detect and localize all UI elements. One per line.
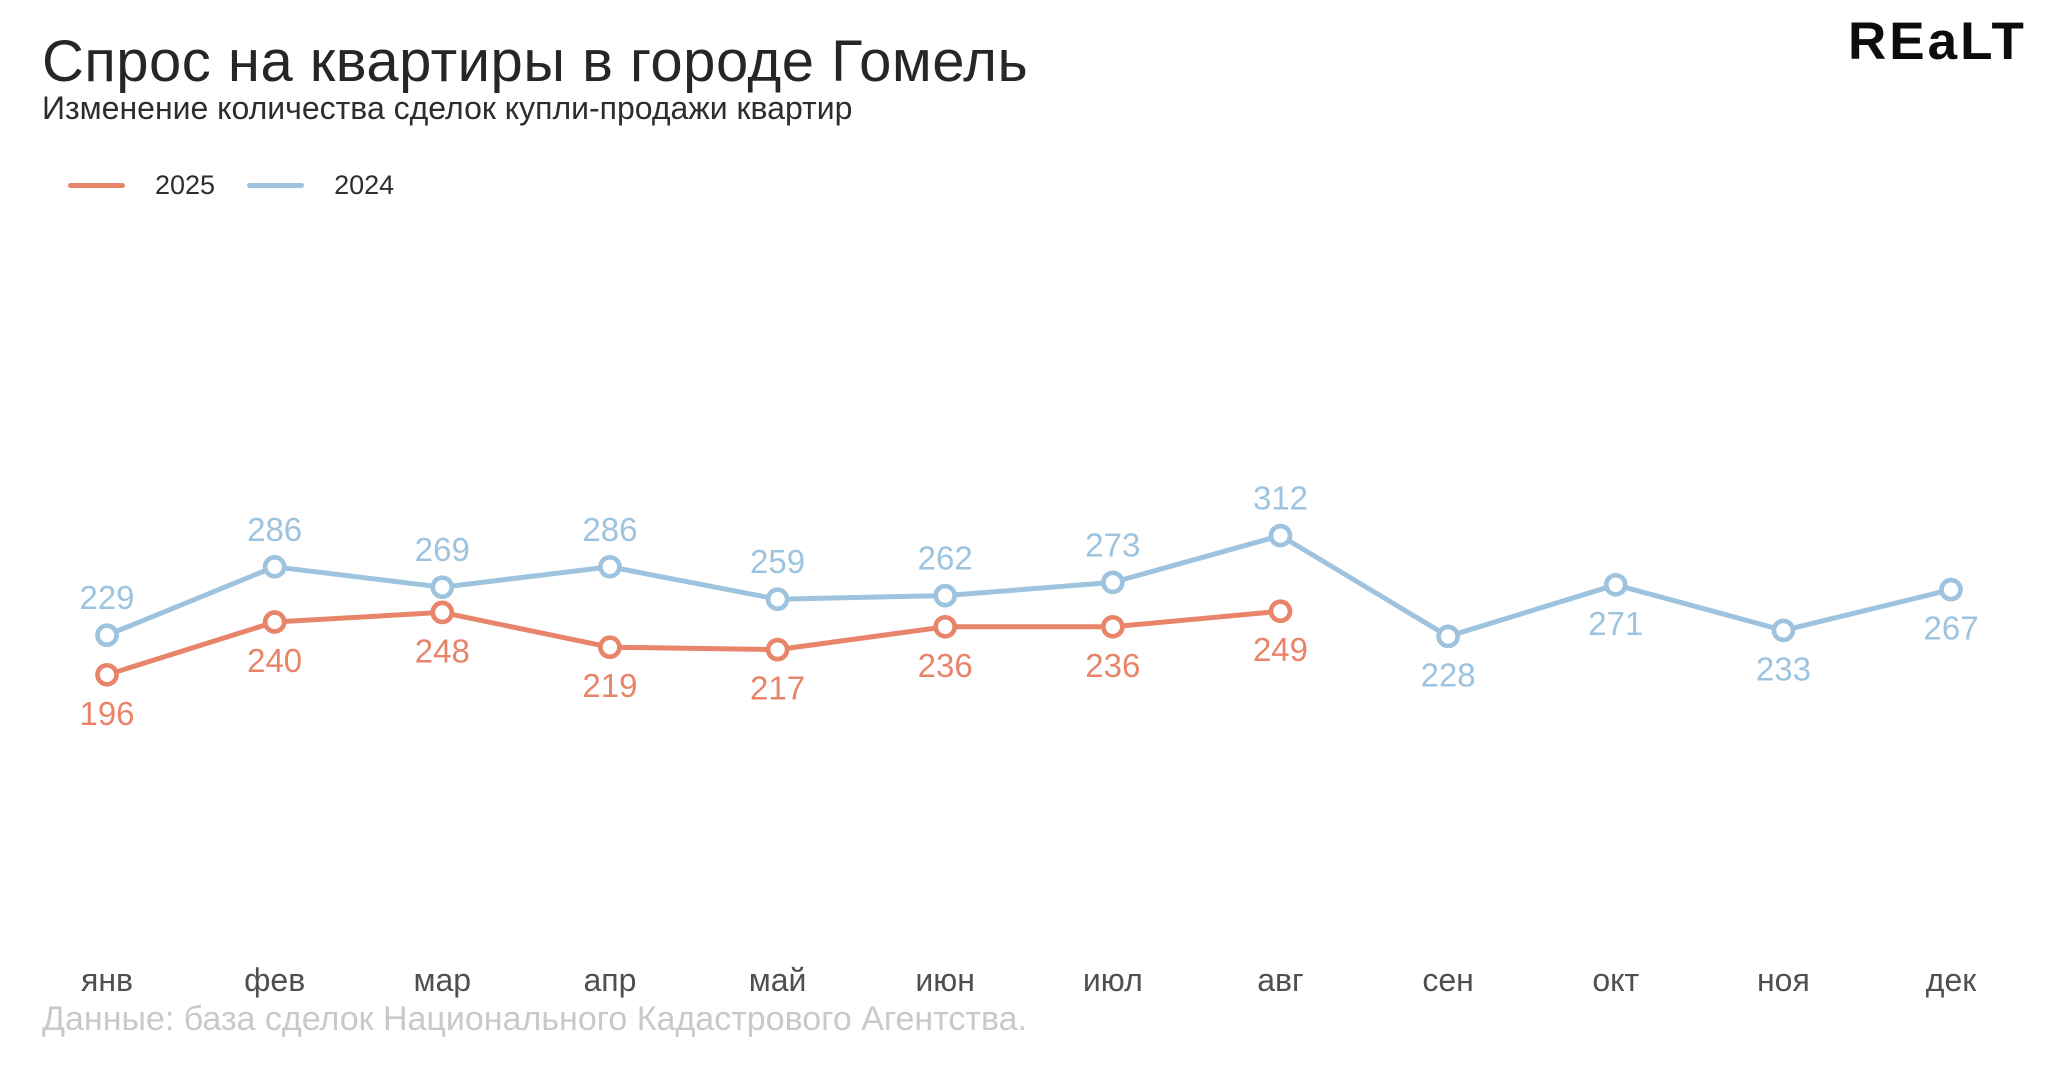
data-point-2025-фев xyxy=(262,610,287,634)
x-axis-label-дек: дек xyxy=(1926,962,1977,998)
data-point-2025-мар xyxy=(430,600,455,625)
value-label-2024-июн: 262 xyxy=(918,540,973,577)
data-point-2025-янв xyxy=(95,662,119,687)
data-point-2024-июл xyxy=(1100,570,1125,595)
legend-item-2025: 2025 xyxy=(68,170,215,201)
value-label-2025-янв: 196 xyxy=(79,695,134,732)
x-axis-label-янв: янв xyxy=(81,962,133,998)
data-point-2025-апр xyxy=(598,635,622,660)
x-axis-label-апр: апр xyxy=(583,962,636,998)
value-label-2024-сен: 228 xyxy=(1421,656,1476,693)
data-point-2024-мар xyxy=(430,575,455,600)
x-axis-label-фев: фев xyxy=(244,962,305,998)
data-point-2024-авг xyxy=(1268,523,1293,548)
legend-label-2025: 2025 xyxy=(155,170,216,200)
value-label-2025-май: 217 xyxy=(750,670,805,707)
data-point-2025-авг xyxy=(1268,599,1293,624)
legend-item-2024: 2024 xyxy=(247,170,394,201)
data-point-2024-май xyxy=(765,587,790,612)
data-point-2024-сен xyxy=(1436,624,1460,649)
data-point-2024-окт xyxy=(1603,572,1628,597)
value-label-2025-мар: 248 xyxy=(415,632,470,669)
value-label-2024-янв: 229 xyxy=(79,579,134,616)
series-2024-line xyxy=(104,533,1954,639)
x-axis-label-ноя: ноя xyxy=(1757,962,1810,998)
value-label-2025-июн: 236 xyxy=(918,647,973,684)
value-label-2024-июл: 273 xyxy=(1085,526,1140,563)
x-axis-label-июн: июн xyxy=(915,962,975,998)
value-label-2025-апр: 219 xyxy=(582,667,637,704)
data-point-2024-янв xyxy=(95,623,119,648)
realt-logo: REaLT xyxy=(1848,12,2027,71)
x-axis-label-мар: мар xyxy=(413,962,471,998)
value-label-2024-ноя: 233 xyxy=(1756,650,1811,687)
value-label-2025-авг: 249 xyxy=(1253,631,1308,668)
value-label-2025-фев: 240 xyxy=(247,642,302,679)
value-label-2024-фев: 286 xyxy=(247,511,302,548)
value-label-2024-окт: 271 xyxy=(1588,605,1643,642)
data-point-2024-фев xyxy=(262,554,287,579)
x-axis-label-май: май xyxy=(749,962,807,998)
data-source-note: Данные: база сделок Национального Кадаст… xyxy=(42,1000,1028,1038)
data-point-2024-июн xyxy=(933,583,958,608)
page-title: Спрос на квартиры в городе Гомель xyxy=(42,29,1029,94)
data-point-2024-ноя xyxy=(1771,618,1796,643)
x-axis-label-июл: июл xyxy=(1083,962,1143,998)
value-label-2024-дек: 267 xyxy=(1924,610,1979,647)
data-point-2024-апр xyxy=(598,554,622,579)
value-label-2024-мар: 269 xyxy=(415,531,470,568)
chart-legend: 2025 2024 xyxy=(68,170,394,201)
series-2025-line xyxy=(104,608,1283,678)
data-point-2025-июн xyxy=(933,614,958,639)
legend-swatch-2024 xyxy=(247,183,305,188)
x-axis-label-сен: сен xyxy=(1422,962,1473,998)
x-axis-label-окт: окт xyxy=(1592,962,1639,998)
x-axis-label-авг: авг xyxy=(1257,962,1303,998)
data-point-2025-июл xyxy=(1100,614,1125,639)
legend-label-2024: 2024 xyxy=(334,170,395,200)
value-label-2024-апр: 286 xyxy=(582,511,637,548)
data-point-2024-дек xyxy=(1939,577,1963,602)
value-label-2024-авг: 312 xyxy=(1253,480,1308,517)
data-point-2025-май xyxy=(765,637,790,662)
value-label-2025-июл: 236 xyxy=(1085,647,1140,684)
legend-swatch-2025 xyxy=(68,183,125,188)
value-label-2024-май: 259 xyxy=(750,543,805,580)
page-subtitle: Изменение количества сделок купли-продаж… xyxy=(42,90,853,126)
